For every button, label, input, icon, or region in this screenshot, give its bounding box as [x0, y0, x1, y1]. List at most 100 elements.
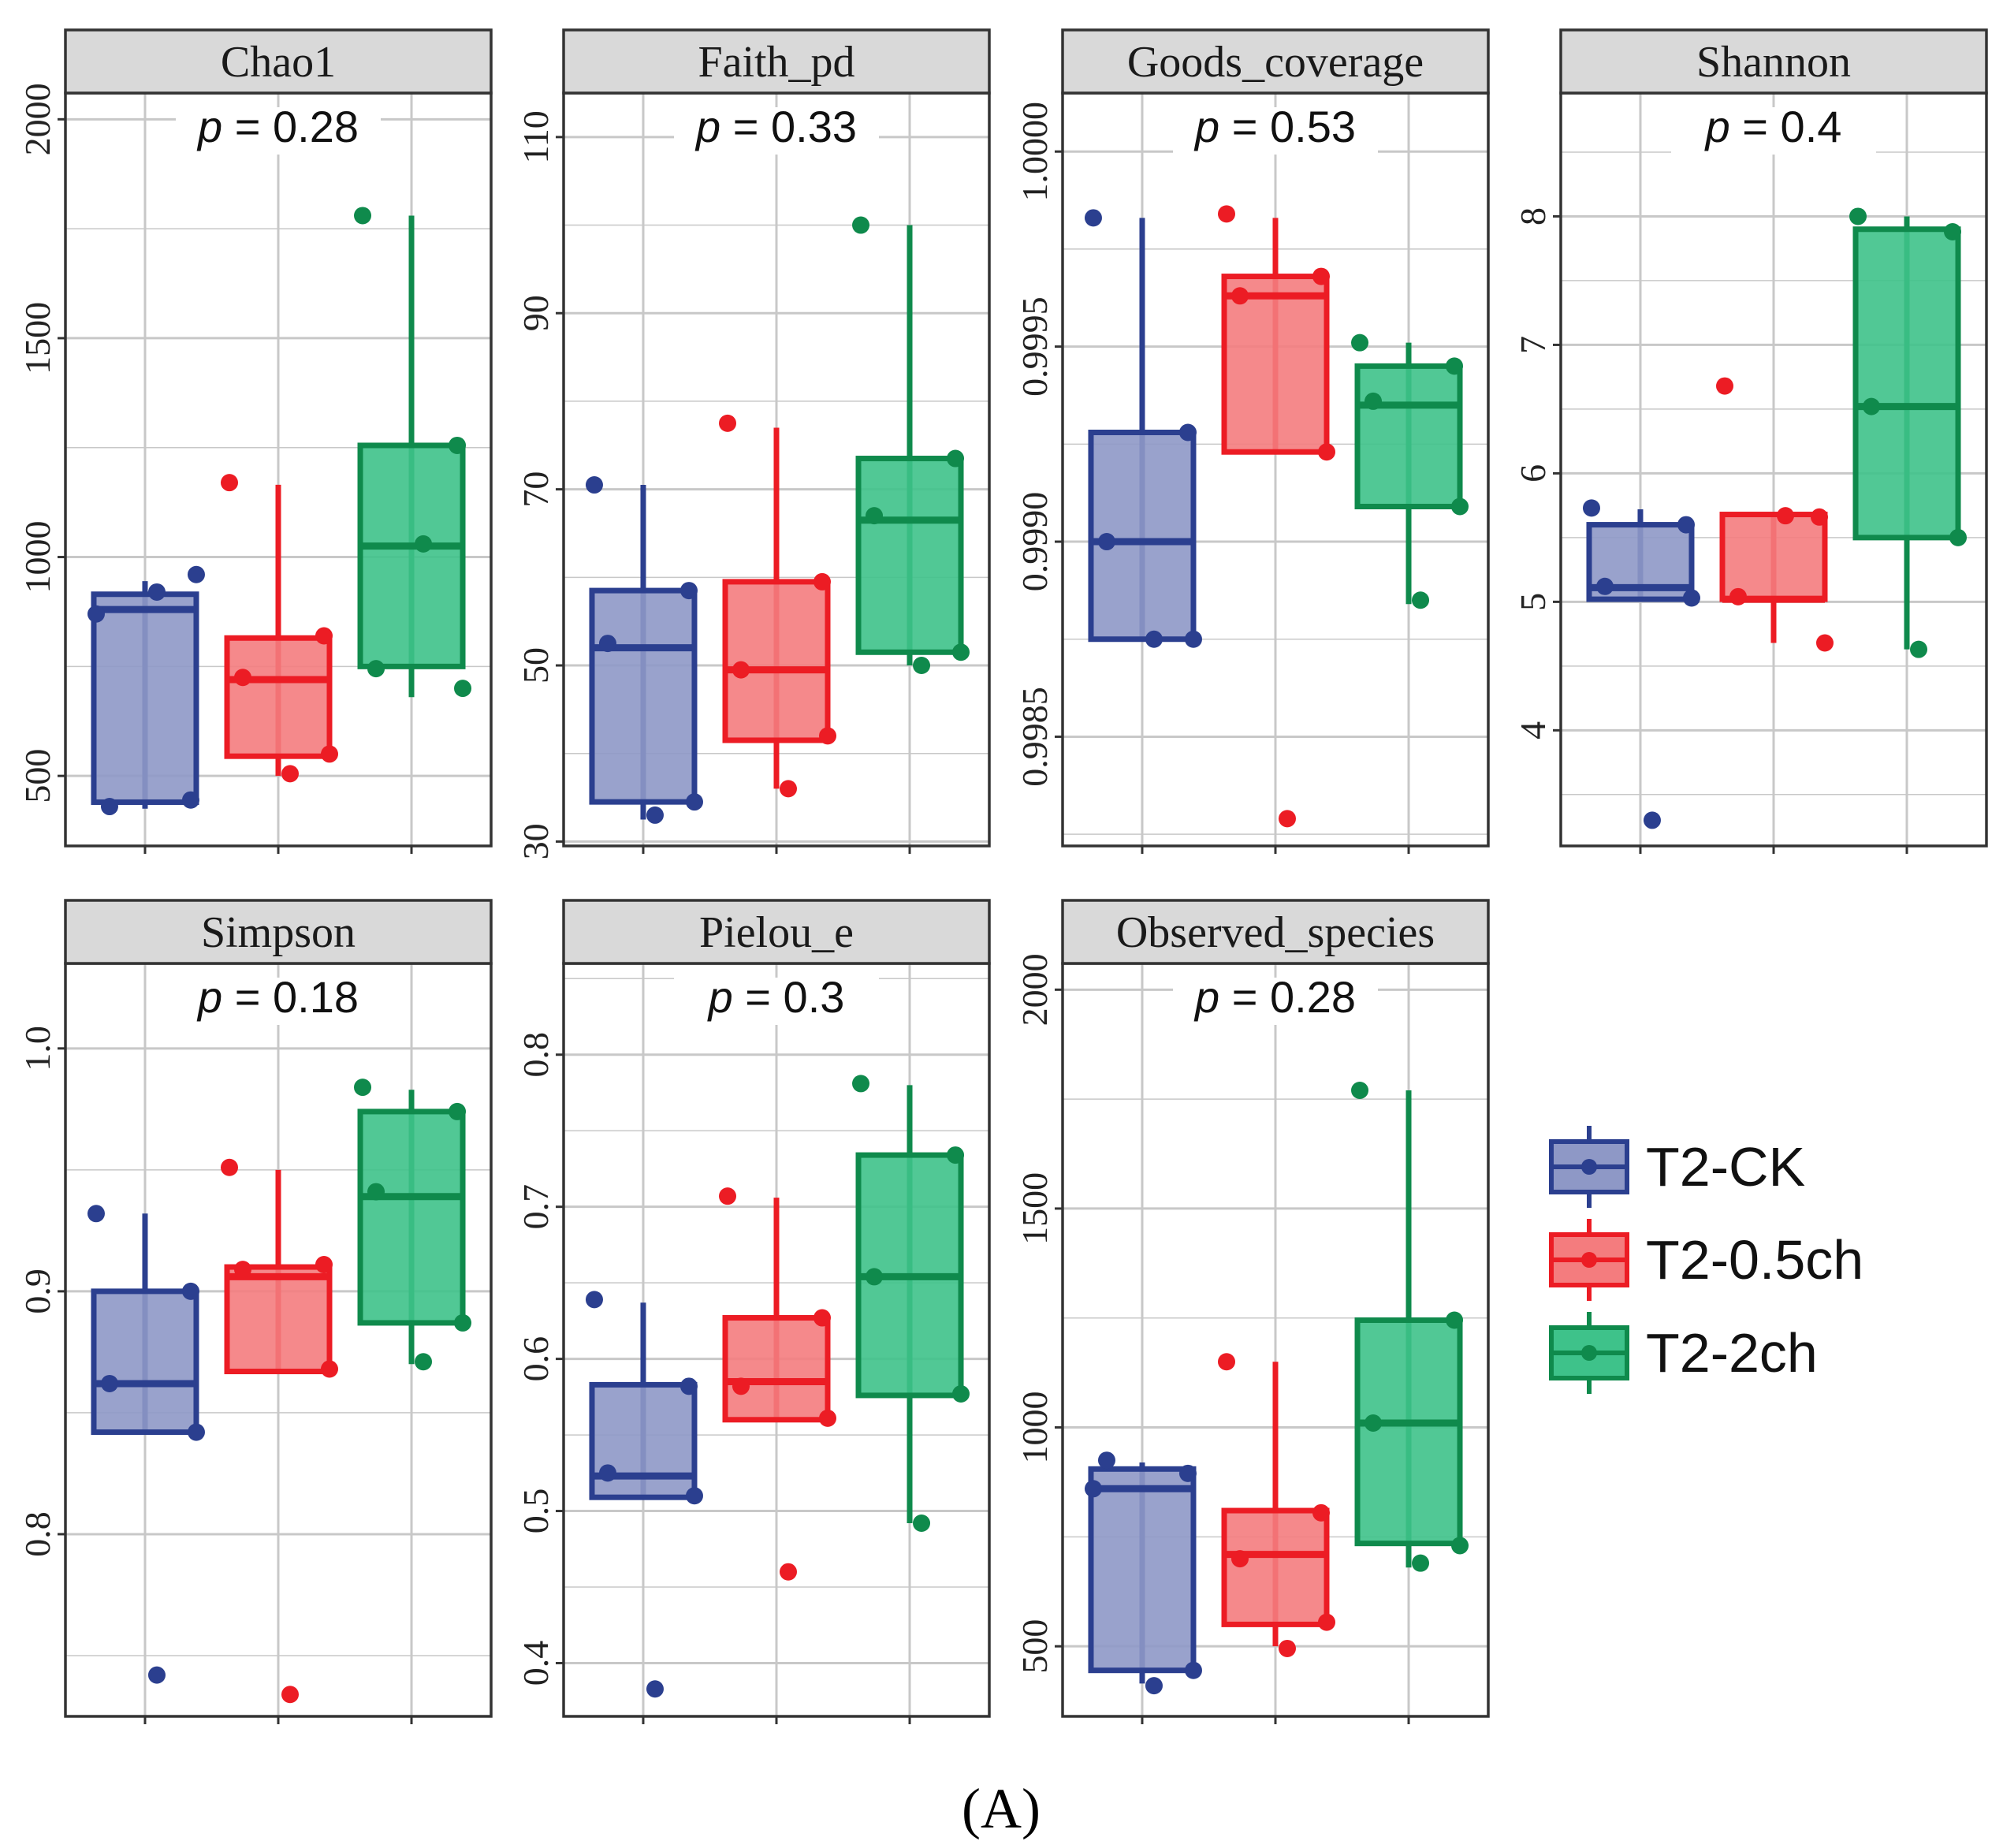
data-point [1178, 1464, 1197, 1482]
facet-strip [64, 899, 493, 965]
p-symbol: p [1193, 102, 1219, 151]
data-point [87, 605, 105, 623]
data-point [852, 1075, 870, 1093]
p-value-label: p = 0.3 [707, 972, 845, 1022]
y-tick-label: 8 [1513, 207, 1553, 225]
data-point [1145, 630, 1163, 648]
legend-label: T2-CK [1646, 1136, 1805, 1198]
box-t2-ck [1582, 499, 1700, 829]
y-tick-label: 110 [516, 110, 556, 163]
facet-observed-species: 500 1000 1500 2000 p = 0.28 Observed_species [1015, 899, 1490, 1724]
data-point [780, 780, 797, 798]
p-symbol: p [196, 102, 222, 151]
data-point [315, 1256, 333, 1273]
y-tick-label: 1000 [1015, 1392, 1055, 1464]
data-point [646, 806, 664, 824]
p-value-backdrop [674, 978, 879, 1025]
y-tick-label: 0.8 [516, 1032, 556, 1078]
facet-strip [562, 28, 991, 95]
data-point [354, 207, 372, 225]
p-value-label: p = 0.4 [1704, 102, 1842, 151]
box-body [855, 456, 964, 655]
data-point [1351, 1082, 1369, 1100]
box-t2-ck [1084, 1451, 1202, 1695]
data-point [952, 643, 970, 661]
facet-strip [562, 899, 991, 965]
data-point [1312, 267, 1330, 285]
data-point [415, 1353, 433, 1371]
y-tick-label: 1000 [17, 521, 58, 594]
box-body [589, 587, 698, 805]
data-point [321, 745, 338, 763]
legend: T2-CK T2-0.5ch T2-2ch [1549, 1126, 1863, 1394]
data-point [221, 474, 238, 492]
data-point [1364, 392, 1383, 410]
y-tick-label: 0.6 [516, 1336, 556, 1382]
box-t2-05ch [1716, 377, 1834, 652]
data-point [1643, 811, 1661, 829]
box-body [224, 635, 333, 759]
p-value-label: p = 0.18 [196, 972, 359, 1022]
data-point [181, 791, 199, 809]
box-body [357, 1108, 466, 1326]
p-value: = 0.3 [733, 972, 845, 1022]
facet-pielou-e: 0.4 0.5 0.6 0.7 0.8 p = 0.3 Pielou_e [516, 899, 991, 1724]
p-value-backdrop [1173, 978, 1378, 1025]
figure-label: (A) [962, 1777, 1041, 1840]
box-t2-2ch [852, 1075, 970, 1532]
p-value: = 0.18 [222, 972, 359, 1022]
data-point [719, 1187, 736, 1205]
legend-point [1581, 1252, 1597, 1268]
facet-strip [1559, 28, 1988, 95]
data-point [147, 1666, 166, 1684]
box-t2-ck [585, 476, 703, 824]
y-tick-label: 30 [516, 823, 556, 859]
box-body [1221, 274, 1330, 455]
data-point [947, 449, 965, 468]
y-tick-label: 7 [1513, 336, 1553, 354]
data-point [1446, 357, 1464, 375]
data-point [598, 635, 616, 653]
data-point [866, 1268, 884, 1286]
p-value-backdrop [176, 107, 381, 155]
data-point [952, 1384, 970, 1403]
data-point [1716, 377, 1733, 395]
data-point [679, 1377, 698, 1395]
data-point [1816, 634, 1834, 652]
box-t2-ck [1084, 209, 1202, 648]
p-value: = 0.53 [1219, 102, 1356, 151]
data-point [1777, 507, 1794, 525]
data-point [1312, 1503, 1330, 1522]
y-tick-label: 0.9 [17, 1269, 58, 1314]
data-point [685, 793, 703, 811]
data-point [913, 657, 931, 675]
box-t2-05ch [221, 474, 338, 783]
facet-title: Pielou_e [699, 908, 854, 957]
data-point [679, 582, 698, 600]
p-value-label: p = 0.28 [196, 102, 359, 151]
y-tick-label: 0.9985 [1015, 687, 1055, 787]
data-point [1145, 1677, 1163, 1695]
box-body [357, 442, 466, 669]
data-point [947, 1146, 965, 1164]
data-point [1677, 516, 1695, 534]
y-tick-label: 0.9995 [1015, 296, 1055, 397]
data-point [1451, 1537, 1469, 1555]
p-value-backdrop [1671, 107, 1876, 155]
box-t2-ck [585, 1291, 703, 1698]
data-point [100, 798, 118, 816]
y-tick-label: 500 [17, 749, 58, 803]
y-tick-label: 50 [516, 647, 556, 684]
p-value: = 0.4 [1730, 102, 1842, 151]
p-value-backdrop [1173, 107, 1378, 155]
data-point [415, 535, 433, 553]
facet-chao1: 500 1000 1500 2000 p = 0.28 Chao1 [17, 28, 493, 854]
data-point [367, 1183, 385, 1201]
data-point [234, 1261, 251, 1279]
data-point [780, 1563, 797, 1581]
data-point [819, 727, 836, 745]
box-body [1719, 512, 1828, 602]
box-t2-2ch [1351, 1082, 1469, 1572]
data-point [1279, 1639, 1296, 1657]
legend-label: T2-0.5ch [1646, 1229, 1863, 1291]
